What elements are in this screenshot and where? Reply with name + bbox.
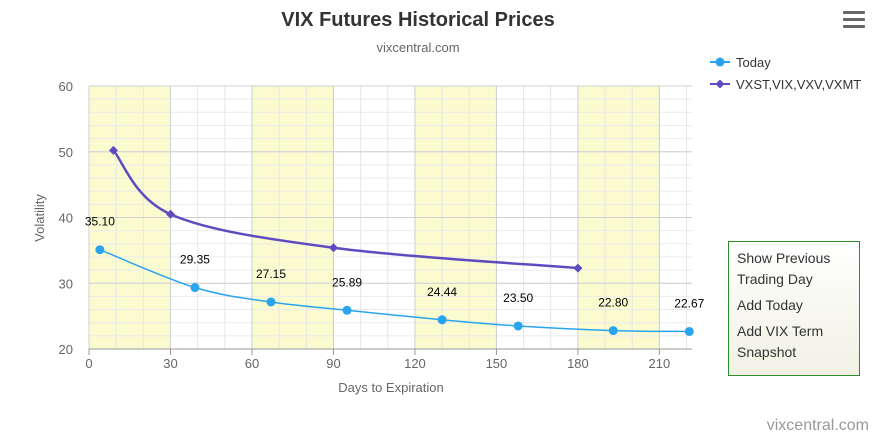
data-point [513,321,523,331]
data-point [108,145,118,155]
data-label: 23.50 [503,291,533,305]
data-point [608,326,618,336]
data-label: 35.10 [85,215,115,229]
data-point [328,243,338,253]
data-label: 22.80 [598,296,628,310]
x-tick-label: 60 [245,356,259,371]
y-axis-title: Volatility [32,194,47,242]
data-label: 24.44 [427,285,457,299]
x-tick-label: 210 [649,356,671,371]
data-point [684,326,694,336]
axes: 0 30 60 90 120 150 180 210 20 30 40 50 60 [59,79,692,371]
hamburger-menu-icon[interactable] [843,11,865,29]
y-tick-label: 50 [59,145,73,160]
data-point [95,245,105,255]
add-today-link[interactable]: Add Today [737,297,803,313]
x-tick-label: 90 [326,356,340,371]
series-line [112,149,579,270]
data-label: 22.67 [674,296,704,310]
plot-area: 35.10 29.35 27.15 25.89 24.44 23.50 22.80 22.67 [85,145,705,336]
data-point [190,283,200,293]
legend-item-vxst[interactable]: VXST,VIX,VXV,VXMT [710,73,861,95]
data-point [437,315,447,325]
credit-link[interactable]: vixcentral.com [766,417,869,434]
legend: Today VXST,VIX,VXV,VXMT [710,51,861,95]
show-previous-trading-day-link[interactable]: Show Previous Trading Day [737,250,831,287]
y-tick-label: 40 [59,211,73,226]
circle-marker-icon [710,57,730,67]
data-point [165,209,175,219]
x-axis-title: Days to Expiration [338,380,444,395]
legend-item-today[interactable]: Today [710,51,861,73]
legend-label-vxst: VXST,VIX,VXV,VXMT [736,76,862,92]
x-tick-label: 150 [486,356,508,371]
options-panel: Show Previous Trading Day Add Today Add … [728,241,860,376]
data-point [266,297,276,307]
x-tick-label: 120 [404,356,426,371]
chart-title: VIX Futures Historical Prices [281,9,554,31]
x-tick-label: 0 [85,356,92,371]
y-tick-label: 60 [59,79,73,94]
data-label: 25.89 [332,275,362,289]
x-tick-label: 180 [567,356,589,371]
data-point [573,263,583,273]
x-tick-label: 30 [163,356,177,371]
diamond-marker-icon [710,79,730,89]
add-vix-term-snapshot-link[interactable]: Add VIX Term Snapshot [737,323,824,360]
legend-label-today: Today [736,54,771,70]
y-tick-label: 30 [59,276,73,291]
chart-subtitle: vixcentral.com [376,40,459,55]
data-point [342,305,352,315]
data-label: 27.15 [256,267,286,281]
data-label: 29.35 [180,253,210,267]
y-tick-label: 20 [59,342,73,357]
